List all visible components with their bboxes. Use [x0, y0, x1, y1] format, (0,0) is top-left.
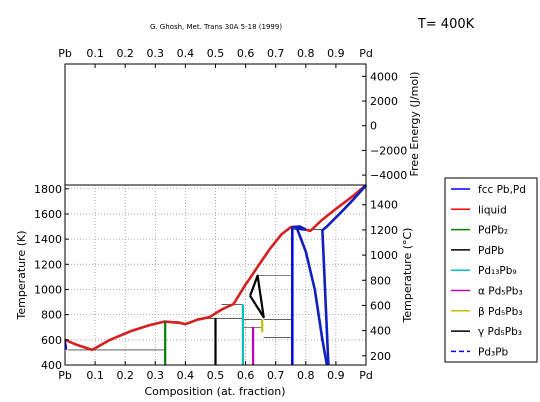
- phase-x-tick-label: 0.4: [177, 369, 195, 382]
- temperature-label: T= 400K: [417, 17, 475, 32]
- free-energy-x-tick-label: 0.7: [267, 47, 285, 60]
- phase-x-tick-label: Pd: [359, 369, 373, 382]
- legend-label: α Pd₅Pb₃: [478, 286, 523, 298]
- free-energy-plot-area: [64, 63, 367, 186]
- phase-x-tick-label: 0.5: [207, 369, 225, 382]
- legend-label: β Pd₅Pb₃: [478, 306, 522, 318]
- temperature-c-ylabel: Temperature (°C): [401, 228, 414, 324]
- legend-label: γ Pd₅Pb₃: [478, 326, 522, 338]
- series-fcc-middle: [295, 227, 329, 366]
- free-energy-x-tick-label: 0.1: [86, 47, 104, 60]
- phase-diagram-panel: Pb 0.1 0.2 0.3 0.4 0.5 0.6 0.7 0.8 0.9 Pd 400 600 80…: [15, 183, 414, 398]
- phase-y-tick-k-label: 1200: [34, 258, 62, 271]
- phase-y-tick-k-label: 1800: [34, 183, 62, 196]
- free-energy-x-tick-label: 0.6: [237, 47, 255, 60]
- phase-y-ticks-celsius: 200 400 600 800 1000 1200 1400: [362, 199, 398, 363]
- temperature-k-ylabel: Temperature (K): [15, 231, 28, 321]
- free-energy-x-tick-label: 0.2: [116, 47, 134, 60]
- legend-items: fcc Pb,Pd liquid PdPb₂ PdPb Pd₁₃Pb₉ α Pd₅Pb₃ β…: [451, 184, 526, 358]
- phase-y-tick-c-label: 1000: [370, 249, 398, 262]
- phase-x-tick-label: 0.6: [237, 369, 255, 382]
- free-energy-panel: Pb 0.1 0.2 0.3 0.4 0.5 0.6 0.7 0.8 0.9 Pd 4000 2000…: [58, 47, 421, 186]
- phase-y-tick-k-label: 400: [41, 359, 62, 372]
- legend-label: fcc Pb,Pd: [478, 184, 526, 196]
- legend-label: PdPb: [478, 245, 504, 257]
- phase-y-ticks-kelvin: 400 600 800 1000 1200 1400 1600 1800: [34, 183, 69, 372]
- free-energy-y-tick-label: 4000: [370, 70, 398, 83]
- phase-y-tick-c-label: 400: [370, 325, 391, 338]
- phase-x-tick-label: 0.1: [86, 369, 104, 382]
- phase-boundaries: [64, 184, 367, 366]
- series-gamma-pd5pb3: [249, 274, 265, 319]
- phase-y-tick-c-label: 1400: [370, 199, 398, 212]
- legend-label: Pd₃Pb: [478, 346, 509, 358]
- phase-y-tick-k-label: 1600: [34, 208, 62, 221]
- phase-y-tick-k-label: 1000: [34, 283, 62, 296]
- free-energy-y-tick-label: 0: [370, 120, 377, 133]
- free-energy-x-tick-label: 0.8: [297, 47, 315, 60]
- phase-x-tick-label: 0.7: [267, 369, 285, 382]
- free-energy-y-tick-label: 2000: [370, 95, 398, 108]
- series-liquid: [64, 184, 367, 352]
- free-energy-ylabel: Free Energy (J/mol): [408, 72, 421, 177]
- series-fcc-pd3pb: [293, 225, 306, 231]
- free-energy-y-tick-label: −2000: [370, 144, 407, 157]
- phase-x-tick-label: 0.8: [297, 369, 315, 382]
- free-energy-x-tick-label: 0.9: [327, 47, 345, 60]
- phase-x-tick-label: Pb: [58, 369, 72, 382]
- free-energy-x-tick-label: Pb: [58, 47, 72, 60]
- figure-title: G. Ghosh, Met. Trans 30A 5-18 (1999): [150, 23, 282, 31]
- phase-x-ticks: Pb 0.1 0.2 0.3 0.4 0.5 0.6 0.7 0.8 0.9 Pd: [58, 361, 373, 382]
- phase-x-tick-label: 0.9: [327, 369, 345, 382]
- legend-label: Pd₁₃Pb₉: [478, 265, 517, 277]
- phase-y-tick-c-label: 600: [370, 299, 391, 312]
- legend-label: liquid: [478, 204, 507, 216]
- free-energy-x-tick-label: Pd: [359, 47, 373, 60]
- phase-y-tick-c-label: 800: [370, 274, 391, 287]
- legend: fcc Pb,Pd liquid PdPb₂ PdPb Pd₁₃Pb₉ α Pd₅Pb₃ β…: [444, 177, 538, 363]
- phase-x-tick-label: 0.2: [116, 369, 134, 382]
- phase-y-tick-c-label: 1200: [370, 224, 398, 237]
- phase-y-tick-c-label: 200: [370, 350, 391, 363]
- legend-label: PdPb₂: [478, 225, 508, 237]
- free-energy-x-ticks: Pb 0.1 0.2 0.3 0.4 0.5 0.6 0.7 0.8 0.9 Pd: [58, 47, 373, 68]
- composition-xlabel: Composition (at. fraction): [144, 385, 285, 398]
- free-energy-x-tick-label: 0.3: [147, 47, 165, 60]
- phase-y-tick-k-label: 1400: [34, 233, 62, 246]
- phase-y-tick-k-label: 800: [41, 309, 62, 322]
- free-energy-y-tick-label: −4000: [370, 169, 407, 182]
- free-energy-x-tick-label: 0.5: [207, 47, 225, 60]
- series-fcc-right-left: [321, 184, 367, 366]
- free-energy-y-ticks: 4000 2000 0 −2000 −4000: [362, 70, 407, 182]
- phase-y-tick-k-label: 600: [41, 334, 62, 347]
- free-energy-x-tick-label: 0.4: [177, 47, 195, 60]
- phase-x-tick-label: 0.3: [147, 369, 165, 382]
